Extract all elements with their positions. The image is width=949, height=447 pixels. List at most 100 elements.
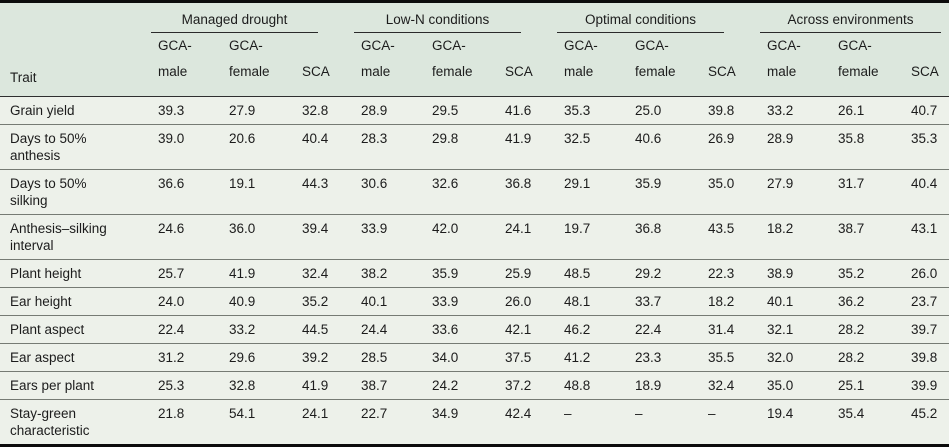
value-cell: 44.5 (289, 315, 348, 344)
value-cell: 37.2 (492, 371, 552, 400)
value-cell: 42.1 (492, 315, 552, 344)
value-cell: 40.4 (898, 169, 949, 215)
trait-label: Plant height (10, 266, 82, 281)
group-header-spacer (0, 3, 145, 33)
value-cell: 33.2 (216, 315, 289, 344)
table-row: Ears per plant 25.3 32.8 41.9 38.7 24.2 37.2 48… (0, 371, 949, 400)
trait-label: Days to 50% silking (10, 176, 87, 208)
value-cell: 54.1 (216, 399, 289, 444)
value-cell: 35.9 (419, 259, 492, 288)
col-header-gca-female: GCA-female (216, 33, 289, 97)
value-cell: 35.2 (289, 287, 348, 316)
value-cell: 36.2 (825, 287, 899, 316)
table-row: Plant height 25.7 41.9 32.4 38.2 35.9 25.9 48.5… (0, 259, 949, 288)
table-row: Days to 50% silking 36.6 19.1 44.3 30.6 32.6 3… (0, 169, 949, 215)
value-cell: 31.2 (145, 343, 216, 372)
value-cell: 18.2 (754, 214, 826, 260)
value-cell: 25.3 (145, 371, 216, 400)
value-cell: 25.0 (635, 103, 662, 118)
value-cell: 35.3 (564, 103, 591, 118)
table-row: Stay-green characteristic 21.8 54.1 24.1 22.… (0, 399, 949, 444)
value-cell: 19.7 (551, 214, 623, 260)
value-cell: 35.4 (825, 399, 899, 444)
trait-cell: Ear height (0, 287, 145, 316)
trait-cell: Days to 50% silking (0, 169, 145, 215)
value-cell: 28.3 (348, 124, 419, 170)
value-cell: 25.1 (825, 371, 899, 400)
value-cell: 41.9 (216, 259, 289, 288)
value-cell: 44.3 (289, 169, 348, 215)
value-cell: 22.4 (145, 315, 216, 344)
value-cell: 32.0 (754, 343, 826, 372)
value-cell: 32.6 (419, 169, 492, 215)
value-cell: 35.0 (695, 169, 755, 215)
trait-label: Grain yield (10, 103, 75, 118)
value-cell: 48.1 (551, 287, 623, 316)
value-cell: 18.2 (695, 287, 755, 316)
value-cell: 25.7 (145, 259, 216, 288)
value-cell: 24.6 (145, 214, 216, 260)
group-header-row: Managed drought Low-N conditions Optimal… (0, 3, 949, 33)
value-cell: 40.1 (754, 287, 826, 316)
group-label: Across environments (760, 12, 942, 33)
trait-label: Days to 50% anthesis (10, 131, 87, 163)
trait-cell: Ears per plant (0, 371, 145, 400)
value-cell: 35.0 (754, 371, 826, 400)
value-cell: 39.8 (898, 343, 949, 372)
value-cell: 35.8 (825, 124, 899, 170)
group-header-low-n: Low-N conditions (348, 3, 552, 33)
table-row: Anthesis–silking interval 24.6 36.0 39.4 33.… (0, 214, 949, 260)
value-cell: 40.4 (289, 124, 348, 170)
table-row: Days to 50% anthesis 39.0 20.6 40.4 28.3 29.8… (0, 124, 949, 170)
group-label: Managed drought (151, 12, 318, 33)
col-header-gca-female: GCA-female (825, 33, 899, 97)
value-cell: 32.4 (289, 259, 348, 288)
value-cell: 36.0 (216, 214, 289, 260)
value-cell: 26.9 (695, 124, 755, 170)
value-cell: – (551, 399, 623, 444)
table-row: Grain yield 39.3 27.9 32.8 28.9 29.5 41.6 35.3 2… (0, 97, 949, 125)
value-cell: 39.2 (289, 343, 348, 372)
trait-label: Ear aspect (10, 350, 75, 365)
col-header-gca-male: GCA-male (145, 33, 216, 97)
value-cell: 28.9 (361, 103, 388, 118)
value-cell: 34.9 (419, 399, 492, 444)
value-cell: 40.1 (348, 287, 419, 316)
value-cell: 32.8 (302, 103, 329, 118)
value-cell: 38.9 (754, 259, 826, 288)
col-header-sca: SCA (898, 33, 949, 97)
value-cell: 40.6 (622, 124, 696, 170)
value-cell: 26.0 (492, 287, 552, 316)
value-cell: 38.7 (825, 214, 899, 260)
value-cell: 39.8 (708, 103, 735, 118)
group-header-managed-drought: Managed drought (145, 3, 348, 33)
value-cell: 26.1 (838, 103, 865, 118)
value-cell: 25.9 (492, 259, 552, 288)
value-cell: 43.5 (695, 214, 755, 260)
value-cell: 22.7 (348, 399, 419, 444)
value-cell: 19.4 (754, 399, 826, 444)
value-cell: 40.9 (216, 287, 289, 316)
value-cell: 23.3 (622, 343, 696, 372)
value-cell: 26.0 (898, 259, 949, 288)
value-cell: 42.0 (419, 214, 492, 260)
value-cell: 18.9 (622, 371, 696, 400)
value-cell: 41.9 (492, 124, 552, 170)
trait-label: Ear height (10, 294, 72, 309)
value-cell: 39.9 (898, 371, 949, 400)
trait-column-header: Trait (0, 33, 145, 97)
value-cell: 29.5 (432, 103, 459, 118)
group-label: Optimal conditions (557, 12, 725, 33)
col-header-sca: SCA (695, 33, 755, 97)
value-cell: 38.7 (348, 371, 419, 400)
value-cell: 33.2 (767, 103, 794, 118)
trait-label: Anthesis–silking interval (10, 221, 107, 253)
value-cell: 46.2 (551, 315, 623, 344)
value-cell: 28.2 (825, 315, 899, 344)
value-cell: 29.1 (551, 169, 623, 215)
value-cell: 36.8 (622, 214, 696, 260)
value-cell: 23.7 (898, 287, 949, 316)
table-body: Grain yield 39.3 27.9 32.8 28.9 29.5 41.6 35.3 2… (0, 97, 949, 444)
value-cell: 28.5 (348, 343, 419, 372)
value-cell: 28.9 (754, 124, 826, 170)
